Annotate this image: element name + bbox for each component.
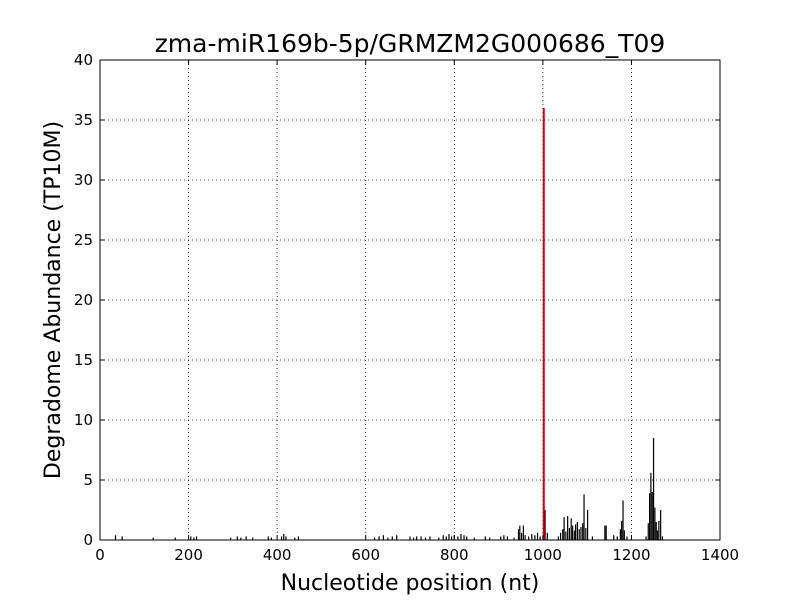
y-tick-label: 30 <box>74 171 93 189</box>
x-tick-label: 1400 <box>701 546 739 564</box>
y-tick-label: 10 <box>74 411 93 429</box>
axis-ticks: 0 200 400 600 800 1000 1200 1400 0 5 10 15 20 25 30 35 4… <box>74 51 739 564</box>
x-axis-label: Nucleotide position (nt) <box>281 571 540 596</box>
x-tick-label: 600 <box>351 546 380 564</box>
y-tick-label: 15 <box>74 351 93 369</box>
x-tick-label: 0 <box>95 546 105 564</box>
grid-lines <box>100 60 720 540</box>
y-tick-label: 0 <box>83 531 93 549</box>
chart-title: zma-miR169b-5p/GRMZM2G000686_T09 <box>155 29 666 58</box>
x-tick-label: 1000 <box>524 546 562 564</box>
y-tick-label: 25 <box>74 231 93 249</box>
y-tick-label: 20 <box>74 291 93 309</box>
x-tick-label: 400 <box>263 546 292 564</box>
x-tick-label: 200 <box>174 546 203 564</box>
data-bars <box>114 108 664 540</box>
y-tick-label: 5 <box>83 471 93 489</box>
y-tick-label: 35 <box>74 111 93 129</box>
y-tick-label: 40 <box>74 51 93 69</box>
y-axis-label: Degradome Abundance (TP10M) <box>41 121 66 479</box>
x-tick-label: 800 <box>440 546 469 564</box>
x-tick-label: 1200 <box>612 546 650 564</box>
